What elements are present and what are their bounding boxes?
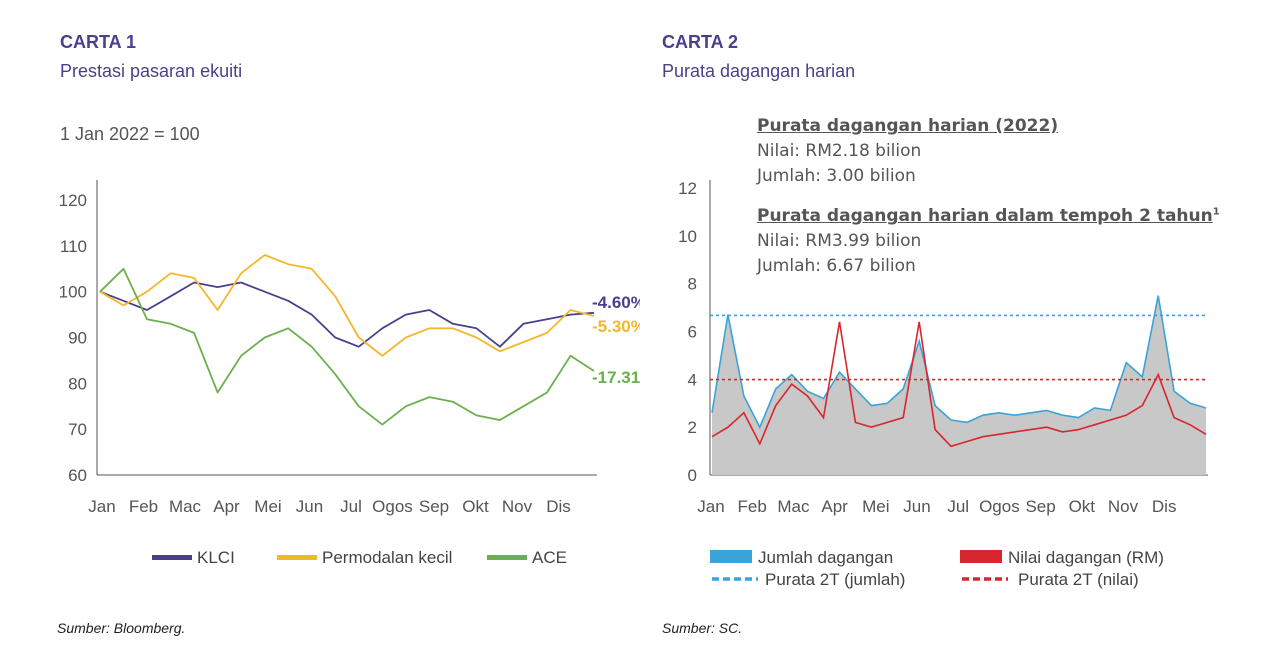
chart2-legend-label-avg-volume: Purata 2T (jumlah) <box>765 570 905 589</box>
chart2-y-tick-label: 12 <box>678 179 697 198</box>
chart1-x-tick-label: Feb <box>129 497 158 516</box>
chart2-annotation-2022-value: Nilai: RM2.18 bilion <box>757 141 922 161</box>
chart2-annotation-2y-value: Nilai: RM3.99 bilion <box>757 231 922 251</box>
chart1-legend-label: Permodalan kecil <box>322 548 452 567</box>
chart1-x-tick-label: Sep <box>419 497 449 516</box>
chart2-x-tick-label: Mei <box>862 497 889 516</box>
chart2-x-tick-label: Jan <box>697 497 724 516</box>
chart1-legend-swatch <box>152 555 192 560</box>
chart2-title: CARTA 2 <box>662 32 738 52</box>
chart2-x-tick-label: Nov <box>1108 497 1139 516</box>
chart1-source: Sumber: Bloomberg. <box>57 620 186 636</box>
chart1-x-tick-label: Jul <box>340 497 362 516</box>
chart1-y-tick-label: 100 <box>59 283 87 302</box>
chart1-subtitle: Prestasi pasaran ekuiti <box>60 61 243 81</box>
chart2-annotation-2022-volume: Jumlah: 3.00 bilion <box>757 166 916 186</box>
chart2-y-tick-label: 4 <box>688 370 697 389</box>
chart1-plot: 60 70 80 90 100 110 120 Jan Feb Mac Apr Mei Jun Jul Og… <box>59 180 640 567</box>
chart1-x-tick-label: Dis <box>546 497 571 516</box>
chart1-legend-swatch <box>487 555 527 560</box>
chart1-y-tick-label: 120 <box>59 191 87 210</box>
chart2-x-tick-label: Okt <box>1069 497 1096 516</box>
chart2-plot: 0 2 4 6 8 10 12 Jan Feb Mac Apr Mei Jun Jul Ogos Sep Okt… <box>678 179 1208 589</box>
chart2-legend-label-avg-value: Purata 2T (nilai) <box>1018 570 1139 589</box>
chart1-legend-swatch <box>277 555 317 560</box>
chart1-series-line-ace <box>99 267 595 426</box>
chart1-y-tick-label: 110 <box>60 237 87 256</box>
chart2-legend-swatch-volume <box>710 550 752 563</box>
chart2-y-tick-label: 10 <box>678 227 697 246</box>
chart2-x-tick-label: Sep <box>1025 497 1055 516</box>
chart1-legend-label: KLCI <box>197 548 235 567</box>
chart2-annotation-2y-title: Purata dagangan harian dalam tempoh 2 ta… <box>757 206 1213 226</box>
chart2-subtitle: Purata dagangan harian <box>662 61 856 81</box>
chart2-source: Sumber: SC. <box>662 620 743 636</box>
chart1-x-tick-label: Okt <box>462 497 489 516</box>
chart1-x-tick-label: Ogos <box>372 497 413 516</box>
chart2-x-tick-label: Mac <box>777 497 810 516</box>
chart2-y-tick-label: 8 <box>688 275 697 294</box>
chart1-x-tick-label: Apr <box>213 497 240 516</box>
chart1-end-label-ace: -17.31% <box>592 368 640 387</box>
chart2-volume-area-fill <box>712 295 1206 475</box>
chart2-annotation-2y-volume: Jumlah: 6.67 bilion <box>757 256 916 276</box>
chart1-y-tick-label: 60 <box>68 466 87 485</box>
chart1-series-line-permodalan-kecil <box>99 254 595 357</box>
chart2-annotation-footnote-mark: 1 <box>1212 206 1220 218</box>
chart1-y-tick-label: 70 <box>68 420 87 439</box>
chart2-legend-label-volume: Jumlah dagangan <box>758 548 893 567</box>
chart2-y-tick-label: 2 <box>688 418 697 437</box>
chart1-axis-note: 1 Jan 2022 = 100 <box>60 124 200 144</box>
chart2-series-line-nilai-dagangan <box>711 321 1207 448</box>
chart2-series-line-jumlah-dagangan <box>711 295 1207 430</box>
chart1-end-label-permodalan-kecil: -5.30% <box>592 317 640 336</box>
chart1-x-tick-label: Mac <box>169 497 202 516</box>
chart2-legend-swatch-value <box>960 550 1002 563</box>
chart2-x-tick-label: Feb <box>738 497 767 516</box>
chart2-x-tick-label: Ogos <box>979 497 1020 516</box>
chart2-x-tick-label: Jun <box>903 497 930 516</box>
chart1-legend-label: ACE <box>532 548 567 567</box>
chart1-y-tick-label: 80 <box>68 374 87 393</box>
chart1-series-line-klci <box>99 281 595 348</box>
chart1-y-tick-label: 90 <box>68 329 87 348</box>
chart1-x-tick-label: Mei <box>254 497 281 516</box>
chart2-panel: CARTA 2 Purata dagangan harian 0 2 4 6 8 10 12… <box>640 0 1275 655</box>
chart1-x-tick-label: Jan <box>88 497 115 516</box>
chart2-legend-label-value: Nilai dagangan (RM) <box>1008 548 1164 567</box>
chart1-title: CARTA 1 <box>60 32 136 52</box>
chart1-x-tick-label: Nov <box>502 497 533 516</box>
chart2-annotation-2022-title: Purata dagangan harian (2022) <box>757 116 1059 136</box>
chart2-x-tick-label: Jul <box>947 497 969 516</box>
chart2-y-tick-label: 0 <box>688 466 697 485</box>
chart2-x-tick-label: Dis <box>1152 497 1177 516</box>
chart1-x-tick-label: Jun <box>296 497 323 516</box>
chart1-panel: CARTA 1 Prestasi pasaran ekuiti 1 Jan 20… <box>57 32 640 636</box>
chart1-end-label-klci: -4.60% <box>592 293 640 312</box>
chart2-annotation-2y-heading: Purata dagangan harian dalam tempoh 2 ta… <box>757 206 1220 226</box>
chart2-x-tick-label: Apr <box>821 497 848 516</box>
chart2-y-tick-label: 6 <box>688 323 697 342</box>
